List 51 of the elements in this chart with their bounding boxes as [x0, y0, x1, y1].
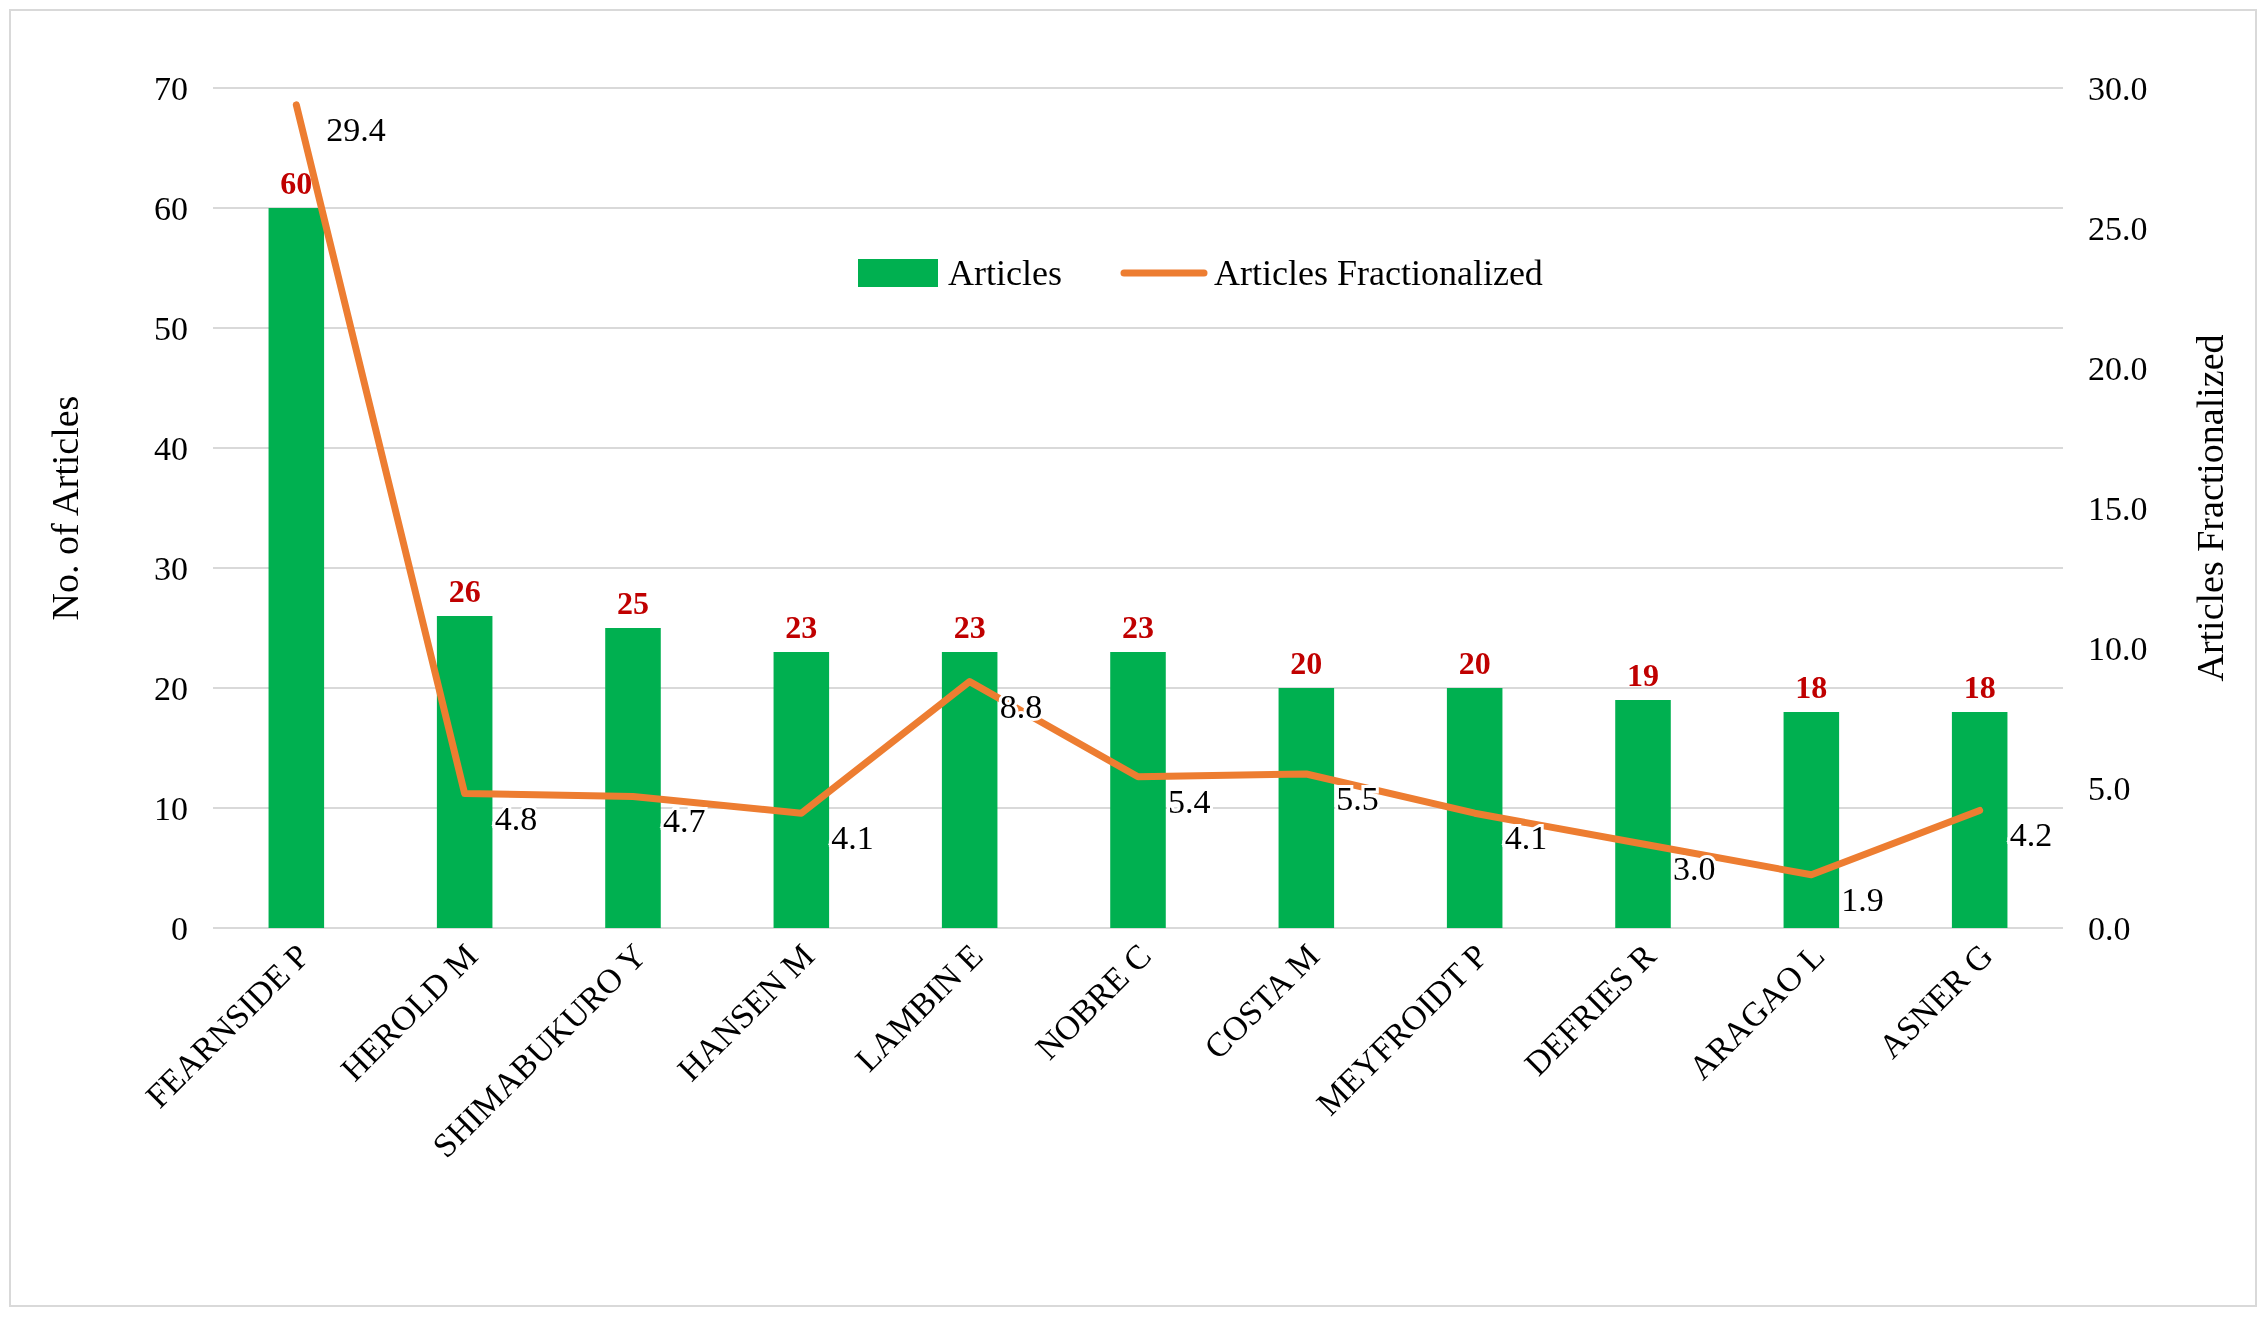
y2-tick-label: 10.0 [2088, 630, 2148, 667]
data-label: 3.0 [1673, 850, 1716, 887]
data-label: 4.1 [831, 819, 874, 857]
data-label: 20 [1290, 645, 1323, 681]
data-label: 23 [785, 609, 818, 645]
data-label: 18 [1795, 669, 1828, 705]
y-tick-label: 60 [154, 190, 188, 227]
data-label: 4.2 [2009, 816, 2053, 854]
y2-tick-label: 5.0 [2088, 770, 2131, 807]
bar [605, 628, 661, 928]
bar [268, 208, 325, 928]
data-label: 23 [1122, 609, 1154, 645]
bar [1951, 712, 2008, 928]
y-tick-label: 40 [154, 430, 188, 467]
legend-label: Articles Fractionalized [1214, 253, 1543, 293]
data-label: 19 [1627, 657, 1659, 693]
y2-tick-label: 15.0 [2088, 490, 2148, 527]
y-tick-label: 30 [154, 550, 188, 587]
y2-axis-title: Articles Fractionalized [2189, 334, 2231, 682]
data-label: 18 [1963, 669, 1996, 705]
data-label: 20 [1458, 645, 1491, 681]
y2-tick-label: 30.0 [2088, 70, 2148, 107]
y-axis-title: No. of Articles [44, 395, 86, 621]
data-label: 5.4 [1168, 782, 1211, 820]
bar [436, 616, 493, 928]
data-label: 23 [953, 609, 986, 645]
y-tick-label: 0 [171, 910, 188, 947]
bar [1278, 688, 1335, 928]
data-label: 4.8 [494, 799, 538, 837]
y-tick-label: 50 [154, 310, 188, 347]
data-label: 4.1 [1504, 819, 1548, 857]
bar [941, 652, 998, 928]
y2-tick-label: 20.0 [2088, 350, 2148, 387]
y-tick-label: 10 [154, 790, 188, 827]
data-label: 1.9 [1841, 880, 1884, 918]
y-tick-label: 70 [154, 70, 188, 107]
data-label: 25 [617, 585, 649, 621]
data-label: 29.4 [326, 110, 386, 148]
bar [1615, 700, 1671, 928]
y-tick-label: 20 [154, 670, 188, 707]
data-label: 26 [448, 573, 481, 609]
bar [1110, 652, 1166, 928]
bar [1783, 712, 1840, 928]
data-label: 4.7 [663, 802, 706, 840]
y2-tick-label: 0.0 [2088, 910, 2131, 947]
data-label: 60 [280, 165, 313, 201]
bar [773, 652, 830, 928]
y2-tick-label: 25.0 [2088, 210, 2148, 247]
data-label: 5.5 [1336, 780, 1379, 817]
bar [1446, 688, 1503, 928]
legend-label: Articles [948, 253, 1062, 293]
